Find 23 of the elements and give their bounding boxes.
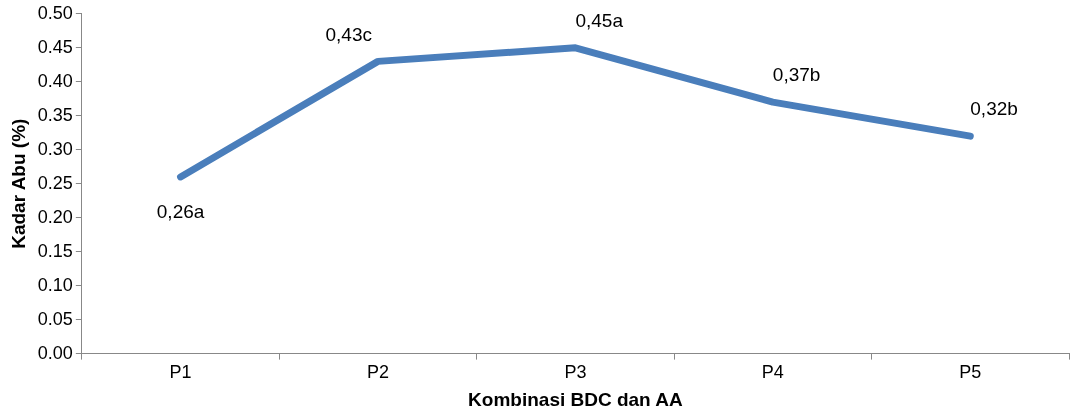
y-tick-label: 0.40 (37, 70, 73, 91)
y-tick-label: 0.05 (37, 308, 73, 329)
x-tick-label: P5 (959, 362, 982, 383)
y-axis-title: Kadar Abu (%) (7, 118, 29, 249)
data-label: 0,43c (325, 23, 372, 45)
data-label: 0,37b (772, 64, 821, 86)
y-tick-label: 0.20 (37, 206, 73, 227)
y-tick-label: 0.15 (37, 240, 73, 261)
x-tick-label: P1 (169, 362, 192, 383)
data-label: 0,45a (575, 10, 624, 32)
y-tick-label: 0.50 (37, 2, 73, 23)
data-label: 0,32b (970, 98, 1018, 120)
y-tick-label: 0.35 (37, 104, 73, 125)
x-tick-label: P4 (761, 362, 784, 383)
data-label: 0,26a (156, 201, 205, 223)
y-tick-label: 0.25 (37, 172, 73, 193)
x-axis-title: Kombinasi BDC dan AA (468, 388, 684, 410)
y-tick-label: 0.45 (37, 36, 73, 57)
y-tick-label: 0.00 (37, 342, 73, 363)
x-tick-label: P2 (366, 362, 389, 383)
x-tick-label: P3 (564, 362, 587, 383)
y-tick-label: 0.30 (37, 138, 73, 159)
y-tick-label: 0.10 (37, 274, 73, 295)
